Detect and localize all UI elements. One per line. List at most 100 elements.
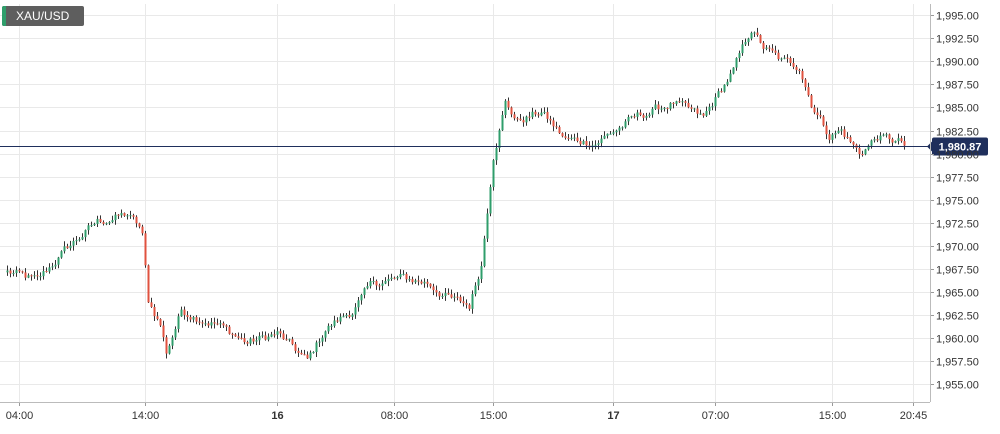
candle-body xyxy=(849,137,852,142)
candle-body xyxy=(747,38,750,43)
candle-body xyxy=(513,114,516,119)
y-tick-label: 1,970.00 xyxy=(936,242,979,254)
candle-body xyxy=(612,132,615,134)
candle-body xyxy=(636,112,639,117)
candle-body xyxy=(45,270,48,272)
candle-body xyxy=(192,317,195,320)
candle-body xyxy=(399,273,402,278)
chart-title: XAU/USD xyxy=(16,9,70,23)
candle-body xyxy=(516,118,519,120)
candle-body xyxy=(480,266,483,280)
candle-body xyxy=(264,335,267,340)
candle-body xyxy=(171,337,174,346)
candle-body xyxy=(309,352,312,359)
candle-body xyxy=(363,288,366,295)
candle-body xyxy=(831,134,834,140)
candle-body xyxy=(534,111,537,115)
candle-body xyxy=(870,140,873,146)
candle-body xyxy=(105,223,108,225)
candle-body xyxy=(333,320,336,326)
candle-body xyxy=(690,107,693,109)
candle-body xyxy=(102,222,105,224)
candle-body xyxy=(525,116,528,123)
candle-body xyxy=(36,275,39,277)
candle-body xyxy=(315,342,318,353)
candle-body xyxy=(135,216,138,224)
y-tick-label: 1,955.00 xyxy=(936,380,979,392)
candle-body xyxy=(24,272,27,278)
candle-body xyxy=(261,335,264,337)
candle-body xyxy=(774,50,777,53)
candle-body xyxy=(420,281,423,284)
candle-body xyxy=(450,294,453,298)
candles xyxy=(6,27,906,361)
candle-body xyxy=(519,118,522,121)
candle-body xyxy=(228,326,231,334)
candle-body xyxy=(603,135,606,139)
candle-body xyxy=(273,334,276,336)
candle-body xyxy=(777,52,780,60)
candle-body xyxy=(783,57,786,59)
candle-body xyxy=(660,108,663,110)
candle-body xyxy=(93,223,96,226)
candle-body xyxy=(846,136,849,138)
candle-body xyxy=(180,309,183,317)
candle-body xyxy=(729,73,732,82)
candle-body xyxy=(543,111,546,113)
x-tick-label: 16 xyxy=(271,410,283,422)
candle-body xyxy=(279,331,282,334)
candle-body xyxy=(66,246,69,249)
current-price-badge-pointer xyxy=(927,141,932,152)
candle-body xyxy=(39,276,42,278)
candle-body xyxy=(867,145,870,150)
candle-body xyxy=(360,294,363,301)
candle-body xyxy=(474,285,477,295)
candle-body xyxy=(597,143,600,145)
candle-body xyxy=(219,323,222,325)
candle-body xyxy=(330,325,333,327)
candle-body xyxy=(96,218,99,224)
candle-body xyxy=(687,102,690,108)
candle-body xyxy=(282,333,285,340)
candle-body xyxy=(753,32,756,34)
candle-body xyxy=(99,218,102,223)
candle-body xyxy=(48,267,51,272)
candle-body xyxy=(168,345,171,354)
candle-body xyxy=(294,344,297,351)
candle-body xyxy=(723,84,726,92)
candle-body xyxy=(531,111,534,118)
candle-body xyxy=(414,280,417,283)
candle-body xyxy=(864,149,867,155)
candle-body xyxy=(318,341,321,343)
candle-body xyxy=(387,279,390,282)
candle-body xyxy=(477,279,480,286)
candle-body xyxy=(471,294,474,309)
x-tick-label: 08:00 xyxy=(381,410,409,422)
candle-body xyxy=(744,42,747,45)
x-tick-label: 15:00 xyxy=(819,410,847,422)
y-tick-label: 1,990.00 xyxy=(936,57,979,69)
candle-body xyxy=(540,112,543,116)
candle-body xyxy=(147,265,150,303)
candle-body xyxy=(765,47,768,49)
x-tick-label: 14:00 xyxy=(132,410,160,422)
candle-body xyxy=(549,118,552,121)
candle-body xyxy=(159,319,162,326)
candle-body xyxy=(834,133,837,135)
y-tick-label: 1,960.00 xyxy=(936,334,979,346)
candle-body xyxy=(423,281,426,284)
candle-body xyxy=(903,141,906,146)
candle-body xyxy=(810,95,813,108)
candle-body xyxy=(291,339,294,345)
candle-body xyxy=(681,101,684,103)
candle-body xyxy=(504,100,507,115)
candle-body xyxy=(876,139,879,141)
candle-body xyxy=(678,101,681,103)
candle-body xyxy=(207,323,210,326)
symbol-badge: XAU/USD xyxy=(2,6,84,26)
candle-body xyxy=(129,215,132,217)
candle-body xyxy=(183,309,186,316)
candle-body xyxy=(270,334,273,337)
y-tick-label: 1,987.50 xyxy=(936,80,979,92)
